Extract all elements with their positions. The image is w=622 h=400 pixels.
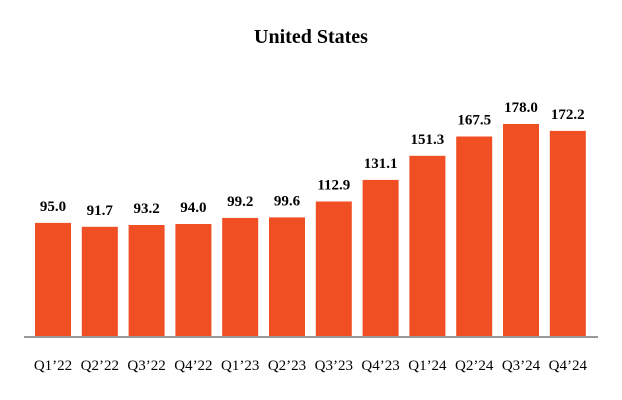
- bar-2: [81, 226, 118, 336]
- bar-9: [409, 155, 446, 336]
- bar-value-label: 151.3: [411, 132, 445, 148]
- x-tick-label: Q3’23: [315, 358, 353, 374]
- x-tick-label: Q1’23: [221, 358, 259, 374]
- bar-10: [456, 136, 493, 336]
- bar-5: [222, 217, 259, 336]
- x-tick-label: Q4’24: [549, 358, 588, 374]
- bar-value-label: 178.0: [504, 100, 538, 116]
- x-tick-label: Q4’23: [361, 358, 399, 374]
- bar-value-label: 112.9: [317, 178, 350, 194]
- bar-6: [269, 217, 305, 336]
- bar-value-label: 167.5: [457, 113, 491, 129]
- x-tick-label: Q3’22: [127, 358, 165, 374]
- x-tick-label: Q2’23: [268, 358, 306, 374]
- bar-value-label: 93.2: [133, 201, 159, 217]
- bar-4: [175, 224, 212, 336]
- bar-1: [35, 222, 71, 336]
- bar-12: [549, 130, 586, 336]
- chart-title: United States: [254, 26, 368, 48]
- x-tick-label: Q1’22: [34, 358, 72, 374]
- bar-value-label: 99.2: [227, 194, 253, 210]
- x-tick-label: Q2’22: [81, 358, 119, 374]
- bar-value-label: 99.6: [274, 193, 301, 209]
- bar-11: [503, 124, 539, 336]
- bar-value-label: 95.0: [40, 199, 66, 215]
- bar-7: [315, 201, 352, 336]
- bar-value-label: 94.0: [180, 200, 206, 216]
- x-tick-label: Q4’22: [174, 358, 212, 374]
- x-tick-label: Q2’24: [455, 358, 494, 374]
- bar-value-label: 131.1: [364, 156, 398, 172]
- x-tick-label: Q3’24: [502, 358, 541, 374]
- bar-3: [128, 225, 165, 336]
- bar-value-label: 172.2: [551, 107, 585, 123]
- x-tick-label: Q1’24: [408, 358, 447, 374]
- bar-8: [362, 179, 399, 336]
- bar-value-label: 91.7: [87, 203, 114, 219]
